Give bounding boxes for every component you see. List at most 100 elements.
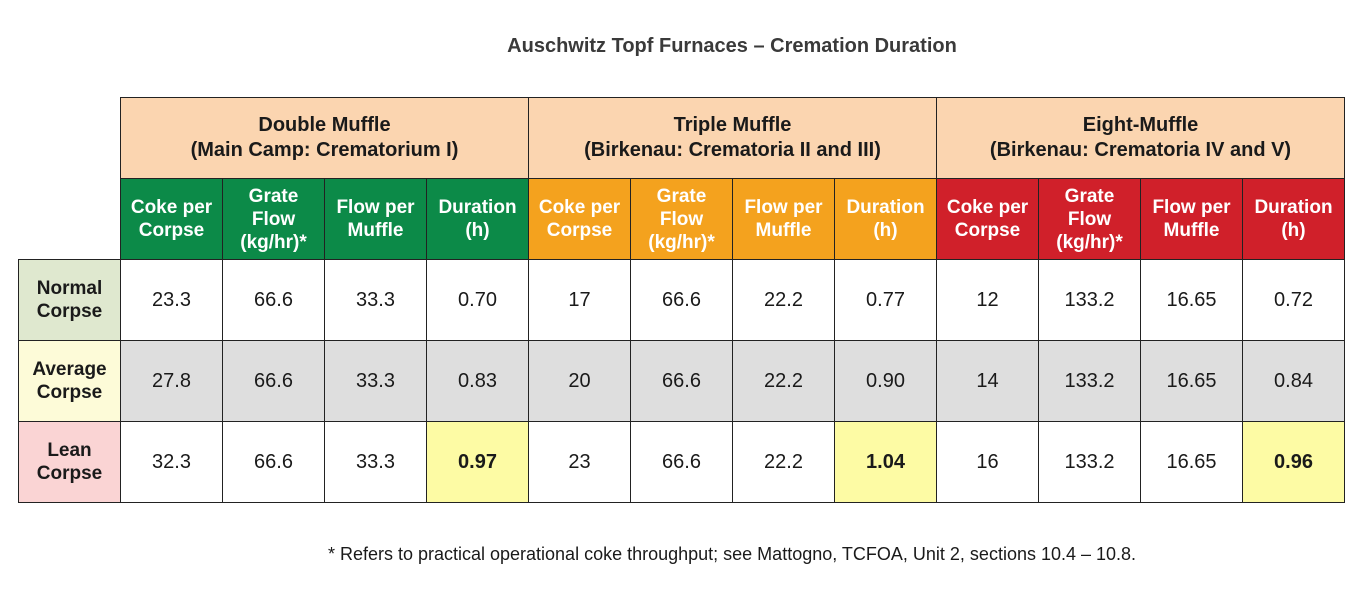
column-header-coke-per-corpse: Coke per Corpse <box>120 178 223 260</box>
column-header-line: (h) <box>873 220 898 241</box>
column-header-line: Coke per <box>946 197 1029 218</box>
column-header-line: Flow per <box>336 197 415 218</box>
column-header-row: Coke per Corpse Grate Flow (kg/hr)* Flow per M… <box>19 178 1345 260</box>
table-cell: 0.90 <box>834 340 937 422</box>
cremation-duration-table: Double Muffle (Main Camp: Crematorium I)… <box>18 97 1345 503</box>
column-header-line: Duration <box>438 197 517 218</box>
table-cell: 12 <box>936 259 1039 341</box>
table-cell: 66.6 <box>630 259 733 341</box>
table-cell: 0.77 <box>834 259 937 341</box>
table-cell: 66.6 <box>630 340 733 422</box>
column-header-line: Grate <box>656 185 707 207</box>
column-header-line: Grate <box>248 185 299 207</box>
group-title: Triple Muffle <box>673 114 792 136</box>
column-header-line: Flow <box>251 208 296 230</box>
table-row: Average Corpse 27.8 66.6 33.3 0.83 20 66.6 22.2 0… <box>18 340 1345 422</box>
column-header-grate-flow: Grate Flow (kg/hr)* <box>630 178 733 260</box>
table-row: Lean Corpse 32.3 66.6 33.3 0.97 23 66.6 22.2 1.04… <box>18 421 1345 503</box>
column-header-line: (kg/hr)* <box>1056 231 1123 253</box>
column-header-line: Muffle <box>1163 220 1220 241</box>
table-cell: 0.72 <box>1242 259 1345 341</box>
column-header-duration: Duration (h) <box>1242 178 1345 260</box>
table-cell: 0.70 <box>426 259 529 341</box>
column-header-flow-per-muffle: Flow per Muffle <box>1140 178 1243 260</box>
table-cell: 133.2 <box>1038 259 1141 341</box>
row-header: Average Corpse <box>18 340 121 422</box>
column-header-line: Flow <box>1067 208 1112 230</box>
table-cell: 0.97 <box>426 421 529 503</box>
row-header-line: Corpse <box>36 382 103 403</box>
table-cell: 22.2 <box>732 340 835 422</box>
row-header-line: Normal <box>36 278 103 299</box>
column-header-flow-per-muffle: Flow per Muffle <box>324 178 427 260</box>
column-header-duration: Duration (h) <box>834 178 937 260</box>
column-header-line: Muffle <box>755 220 812 241</box>
column-header-line: Coke per <box>130 197 213 218</box>
column-header-line: Muffle <box>347 220 404 241</box>
group-header-triple-muffle: Triple Muffle (Birkenau: Crematoria II a… <box>528 97 937 179</box>
column-header-line: (kg/hr)* <box>240 231 307 253</box>
table-cell: 14 <box>936 340 1039 422</box>
column-header-line: Grate <box>1064 185 1115 207</box>
table-cell: 16 <box>936 421 1039 503</box>
row-header: Lean Corpse <box>18 421 121 503</box>
column-header-line: Flow per <box>1152 197 1231 218</box>
table-cell: 27.8 <box>120 340 223 422</box>
table-cell: 33.3 <box>324 340 427 422</box>
table-cell: 16.65 <box>1140 259 1243 341</box>
row-header-line: Corpse <box>36 463 103 484</box>
row-header-line: Corpse <box>36 301 103 322</box>
table-cell: 0.83 <box>426 340 529 422</box>
group-header-row: Double Muffle (Main Camp: Crematorium I)… <box>18 97 1345 260</box>
column-header-line: Duration <box>846 197 925 218</box>
table-cell: 32.3 <box>120 421 223 503</box>
column-header-line: (h) <box>1281 220 1306 241</box>
table-cell: 22.2 <box>732 259 835 341</box>
column-header-line: Duration <box>1254 197 1333 218</box>
column-header-coke-per-corpse: Coke per Corpse <box>936 178 1039 260</box>
row-header-line: Lean <box>47 440 92 461</box>
table-cell: 1.04 <box>834 421 937 503</box>
row-header: Normal Corpse <box>18 259 121 341</box>
column-header-line: Corpse <box>954 220 1021 241</box>
column-header-coke-per-corpse: Coke per Corpse <box>528 178 631 260</box>
group-subtitle: (Birkenau: Crematoria IV and V) <box>989 139 1292 161</box>
column-header-line: Corpse <box>546 220 613 241</box>
table-cell: 16.65 <box>1140 340 1243 422</box>
group-subtitle: (Birkenau: Crematoria II and III) <box>584 139 881 161</box>
column-header-grate-flow: Grate Flow (kg/hr)* <box>222 178 325 260</box>
table-cell: 20 <box>528 340 631 422</box>
group-header-eight-muffle: Eight-Muffle (Birkenau: Crematoria IV an… <box>936 97 1345 179</box>
table-cell: 0.84 <box>1242 340 1345 422</box>
table-cell: 66.6 <box>630 421 733 503</box>
table-cell: 22.2 <box>732 421 835 503</box>
table-cell: 66.6 <box>222 259 325 341</box>
column-header-line: Flow <box>659 208 704 230</box>
page-title: Auschwitz Topf Furnaces – Cremation Dura… <box>507 35 957 57</box>
table-cell: 66.6 <box>222 340 325 422</box>
table-cell: 133.2 <box>1038 421 1141 503</box>
table-cell: 133.2 <box>1038 340 1141 422</box>
table-cell: 17 <box>528 259 631 341</box>
table-cell: 23 <box>528 421 631 503</box>
table-cell: 33.3 <box>324 421 427 503</box>
table-cell: 16.65 <box>1140 421 1243 503</box>
row-header-line: Average <box>32 359 107 380</box>
column-header-flow-per-muffle: Flow per Muffle <box>732 178 835 260</box>
column-header-line: (kg/hr)* <box>648 231 715 253</box>
table-cell: 23.3 <box>120 259 223 341</box>
column-header-line: Flow per <box>744 197 823 218</box>
group-subtitle: (Main Camp: Crematorium I) <box>190 139 459 161</box>
column-header-line: Corpse <box>138 220 205 241</box>
table-cell: 33.3 <box>324 259 427 341</box>
table-cell: 0.96 <box>1242 421 1345 503</box>
footnote: * Refers to practical operational coke t… <box>327 544 1137 564</box>
table-row: Normal Corpse 23.3 66.6 33.3 0.70 17 66.6 22.2 0.… <box>18 259 1345 341</box>
column-header-line: (h) <box>465 220 490 241</box>
table-cell: 66.6 <box>222 421 325 503</box>
corner-cell <box>18 97 121 260</box>
group-title: Double Muffle <box>258 114 391 136</box>
column-header-grate-flow: Grate Flow (kg/hr)* <box>1038 178 1141 260</box>
group-header-double-muffle: Double Muffle (Main Camp: Crematorium I) <box>120 97 529 179</box>
column-header-duration: Duration (h) <box>426 178 529 260</box>
